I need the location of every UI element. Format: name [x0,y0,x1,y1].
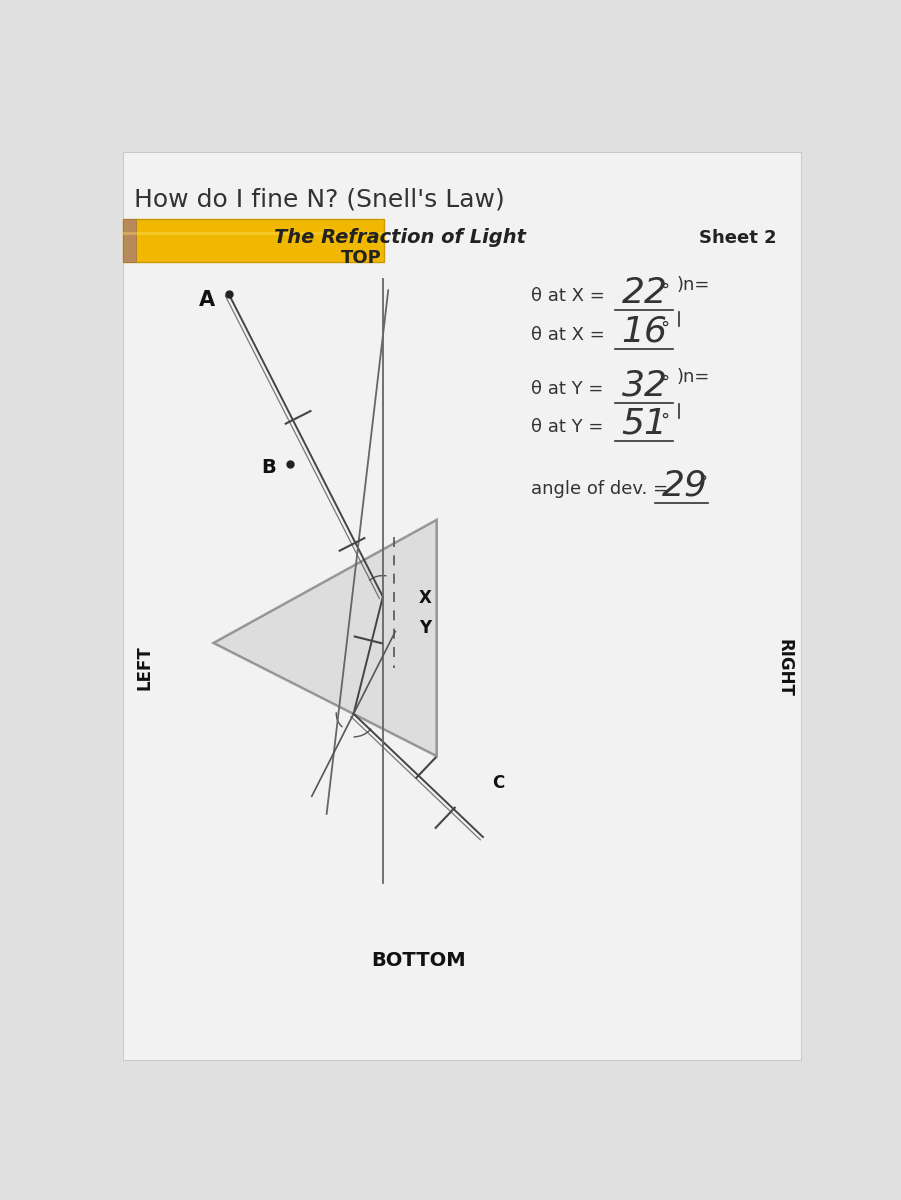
Text: 29: 29 [661,468,707,502]
Text: θ at Y =: θ at Y = [531,419,603,437]
Bar [123,220,136,262]
Text: )n=: )n= [677,276,710,294]
Text: 32: 32 [622,368,668,402]
Text: °: ° [698,474,707,492]
Text: The Refraction of Light: The Refraction of Light [274,228,526,247]
Text: TOP: TOP [341,248,382,266]
Text: How do I fine N? (Snell's Law): How do I fine N? (Snell's Law) [134,187,505,211]
Text: angle of dev. =: angle of dev. = [531,480,668,498]
Text: Y: Y [419,618,432,636]
Text: °: ° [660,281,669,299]
Text: LEFT: LEFT [135,646,153,690]
Text: °: ° [660,373,669,391]
Text: )n=: )n= [677,368,710,386]
Text: θ at X =: θ at X = [531,288,605,306]
Text: 22: 22 [622,276,668,310]
Text: C: C [492,774,505,792]
Text: BOTTOM: BOTTOM [372,950,467,970]
Text: θ at Y =: θ at Y = [531,380,603,398]
Text: Sheet 2: Sheet 2 [699,229,777,247]
Text: B: B [261,458,277,476]
Text: 16: 16 [622,314,668,348]
Text: °: ° [660,413,669,431]
Text: °: ° [660,319,669,337]
Text: RIGHT: RIGHT [776,638,794,696]
Text: θ at X =: θ at X = [531,326,605,344]
Text: 51: 51 [622,407,668,440]
Text: X: X [419,589,432,607]
Polygon shape [214,520,437,756]
Bar [123,220,385,262]
Text: A: A [199,290,215,311]
